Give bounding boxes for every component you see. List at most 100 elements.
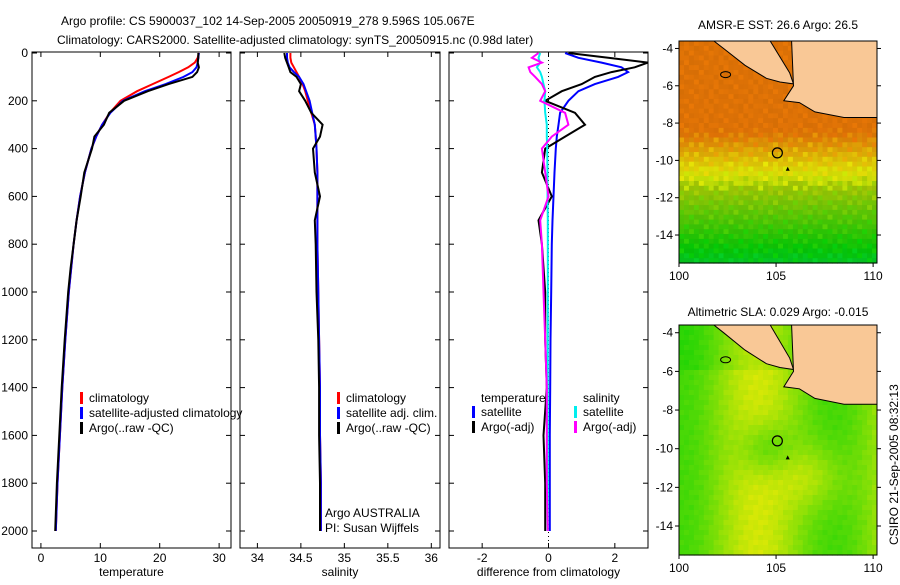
map-cell [768, 380, 774, 386]
map-cell [688, 123, 695, 129]
map-cell [792, 395, 799, 401]
map-cell [763, 525, 769, 531]
map-cell [768, 200, 774, 206]
map-cell [773, 385, 779, 391]
map-cell [802, 190, 809, 196]
map-cell [862, 450, 868, 456]
map-cell [723, 420, 729, 426]
map-cell [842, 485, 848, 491]
map-cell [812, 229, 819, 235]
map-cell [723, 70, 729, 76]
map-cell [797, 435, 804, 441]
map-cell [703, 505, 710, 511]
map-cell [817, 137, 824, 143]
map-cell [763, 98, 769, 105]
map-cell [857, 490, 863, 496]
map-cell [679, 375, 685, 381]
map-cell [847, 229, 853, 235]
map-cell [817, 525, 824, 531]
map-cell [797, 415, 804, 421]
map-cell [822, 550, 828, 556]
map-cell [688, 89, 695, 95]
map-cell [822, 181, 828, 187]
map-cell [693, 350, 700, 356]
map-cell [778, 400, 784, 406]
map-cell [718, 209, 725, 216]
map-cell [822, 214, 828, 221]
map-cell [837, 137, 843, 143]
map-cell [778, 510, 784, 516]
map-cell [827, 545, 833, 551]
map-cell [797, 400, 804, 406]
map-cell [693, 132, 700, 139]
map-cell [728, 440, 734, 446]
map-cell [743, 209, 749, 216]
map-cell [738, 395, 744, 401]
map-cell [872, 450, 878, 456]
map-cell [698, 490, 705, 496]
map-cell [773, 108, 779, 114]
map-cell [748, 248, 754, 254]
map-cell [792, 137, 799, 143]
map-cell [822, 147, 828, 153]
map-cell [773, 505, 779, 511]
map-cell [837, 465, 843, 471]
map-cell [778, 405, 784, 411]
map-cell [817, 238, 824, 245]
map-cell [763, 465, 769, 471]
map-cell [758, 103, 764, 110]
map-cell [718, 530, 725, 536]
map-cell [703, 185, 710, 192]
map-cell [723, 156, 729, 163]
map-cell [852, 410, 858, 416]
map-cell [842, 500, 848, 506]
map-cell [773, 190, 779, 196]
map-cell [693, 219, 700, 225]
map-cell [763, 530, 769, 536]
map-cell [723, 224, 729, 230]
map-cell [713, 98, 720, 105]
map-cell [763, 258, 769, 264]
map-cell [733, 253, 739, 259]
map-cell [679, 495, 685, 501]
map-cell [753, 550, 759, 556]
map-cell [723, 380, 729, 386]
map-cell [753, 209, 759, 216]
y-tick-label: -6 [662, 364, 673, 378]
map-cell [684, 45, 690, 52]
map-cell [852, 455, 858, 461]
map-cell [698, 132, 705, 139]
map-cell [693, 152, 700, 158]
map-cell [792, 238, 799, 245]
map-cell [698, 108, 705, 114]
map-cell [787, 400, 794, 406]
map-cell [728, 108, 734, 114]
map-cell [738, 84, 744, 90]
map-cell [693, 450, 700, 456]
map-cell [679, 505, 685, 511]
map-cell [783, 152, 789, 158]
map-cell [802, 161, 809, 168]
map-cell [792, 470, 799, 476]
series-line-temperature-satellite [548, 52, 631, 531]
map-cell [847, 190, 853, 196]
y-tick-label: 1200 [1, 333, 28, 347]
map-cell [773, 495, 779, 501]
map-cell [822, 190, 828, 196]
map-cell [827, 520, 833, 526]
map-cell [842, 405, 848, 411]
map-cell [758, 390, 764, 396]
map-cell [693, 485, 700, 491]
map-cell [773, 440, 779, 446]
map-cell [862, 253, 868, 259]
map-cell [723, 475, 729, 481]
map-cell [797, 190, 804, 196]
map-cell [768, 108, 774, 114]
legend-swatch [80, 392, 83, 404]
map-cell [787, 60, 794, 66]
map-cell [778, 258, 784, 264]
map-cell [753, 243, 759, 250]
map-cell [688, 258, 695, 264]
map-cell [684, 405, 690, 411]
map-cell [703, 234, 710, 240]
